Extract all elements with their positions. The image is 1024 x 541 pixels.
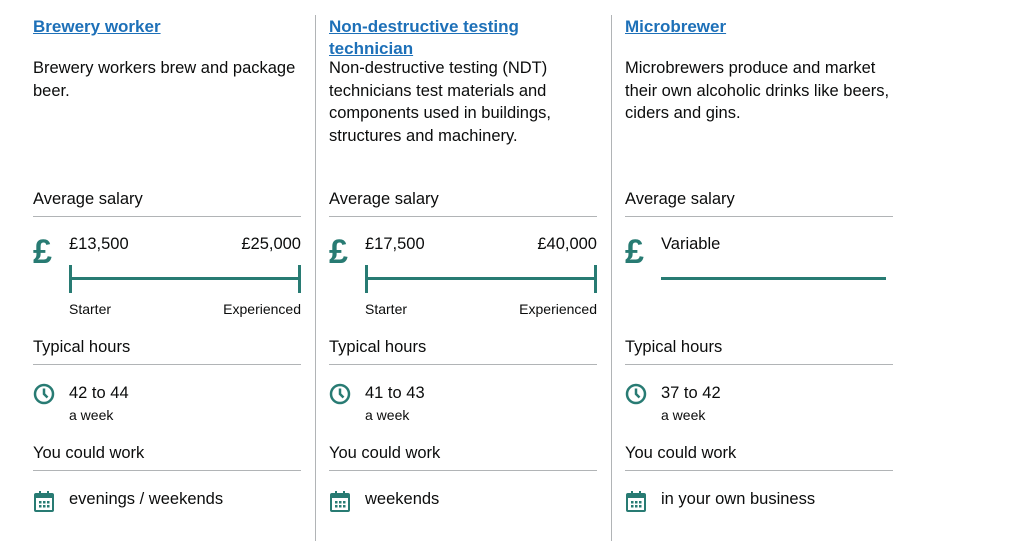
hours-heading: Typical hours bbox=[625, 338, 723, 356]
hours-unit: a week bbox=[661, 407, 706, 423]
calendar-icon-svg bbox=[330, 491, 350, 512]
calendar-icon bbox=[329, 490, 351, 512]
career-description: Brewery workers brew and package beer. bbox=[33, 59, 296, 100]
salary-bar-end bbox=[594, 265, 597, 293]
divider bbox=[33, 216, 301, 217]
hours-heading: Typical hours bbox=[329, 338, 427, 356]
career-description: Non-destructive testing (NDT) technician… bbox=[329, 59, 551, 145]
divider bbox=[329, 364, 597, 365]
salary-starter: £13,500 bbox=[69, 235, 129, 253]
clock-icon bbox=[625, 383, 647, 405]
salary-starter: £17,500 bbox=[365, 235, 425, 253]
experienced-label: Experienced bbox=[223, 301, 301, 317]
career-title-link[interactable]: Brewery worker bbox=[33, 17, 161, 36]
pound-icon: £ bbox=[625, 233, 644, 271]
salary-bar bbox=[661, 277, 886, 280]
calendar-icon-svg bbox=[626, 491, 646, 512]
salary-experienced: £25,000 bbox=[241, 235, 301, 253]
hours-unit: a week bbox=[365, 407, 410, 423]
experienced-label: Experienced bbox=[519, 301, 597, 317]
work-heading: You could work bbox=[329, 444, 441, 462]
salary-variable: Variable bbox=[661, 235, 721, 253]
hours-value: 42 to 44 bbox=[69, 384, 129, 402]
work-heading: You could work bbox=[33, 444, 145, 462]
clock-icon-svg bbox=[625, 383, 647, 405]
salary-heading: Average salary bbox=[625, 190, 735, 208]
divider bbox=[33, 364, 301, 365]
divider bbox=[625, 470, 893, 471]
starter-label: Starter bbox=[365, 301, 408, 317]
divider bbox=[33, 470, 301, 471]
column-divider bbox=[315, 15, 316, 541]
divider bbox=[329, 216, 597, 217]
hours-value: 37 to 42 bbox=[661, 384, 721, 402]
column-divider bbox=[611, 15, 612, 541]
salary-bar-end bbox=[69, 265, 72, 293]
salary-bar-end bbox=[365, 265, 368, 293]
clock-icon bbox=[33, 383, 55, 405]
calendar-icon-svg bbox=[34, 491, 54, 512]
career-description: Microbrewers produce and market their ow… bbox=[625, 59, 890, 122]
work-value: evenings / weekends bbox=[69, 490, 224, 508]
hours-value: 41 to 43 bbox=[365, 384, 425, 402]
divider bbox=[625, 364, 893, 365]
calendar-icon bbox=[33, 490, 55, 512]
pound-icon: £ bbox=[329, 233, 348, 271]
hours-heading: Typical hours bbox=[33, 338, 131, 356]
work-value: weekends bbox=[365, 490, 440, 508]
divider bbox=[625, 216, 893, 217]
hours-unit: a week bbox=[69, 407, 114, 423]
salary-experienced: £40,000 bbox=[537, 235, 597, 253]
clock-icon-svg bbox=[33, 383, 55, 405]
work-value: in your own business bbox=[661, 490, 816, 508]
work-heading: You could work bbox=[625, 444, 737, 462]
pound-icon: £ bbox=[33, 233, 52, 271]
salary-bar bbox=[69, 277, 300, 280]
salary-bar-end bbox=[298, 265, 301, 293]
clock-icon-svg bbox=[329, 383, 351, 405]
divider bbox=[329, 470, 597, 471]
salary-bar bbox=[365, 277, 596, 280]
career-title-link[interactable]: Non-destructive testing technician bbox=[329, 17, 519, 58]
clock-icon bbox=[329, 383, 351, 405]
salary-heading: Average salary bbox=[329, 190, 439, 208]
career-title-link[interactable]: Microbrewer bbox=[625, 17, 727, 36]
starter-label: Starter bbox=[69, 301, 112, 317]
calendar-icon bbox=[625, 490, 647, 512]
salary-heading: Average salary bbox=[33, 190, 143, 208]
